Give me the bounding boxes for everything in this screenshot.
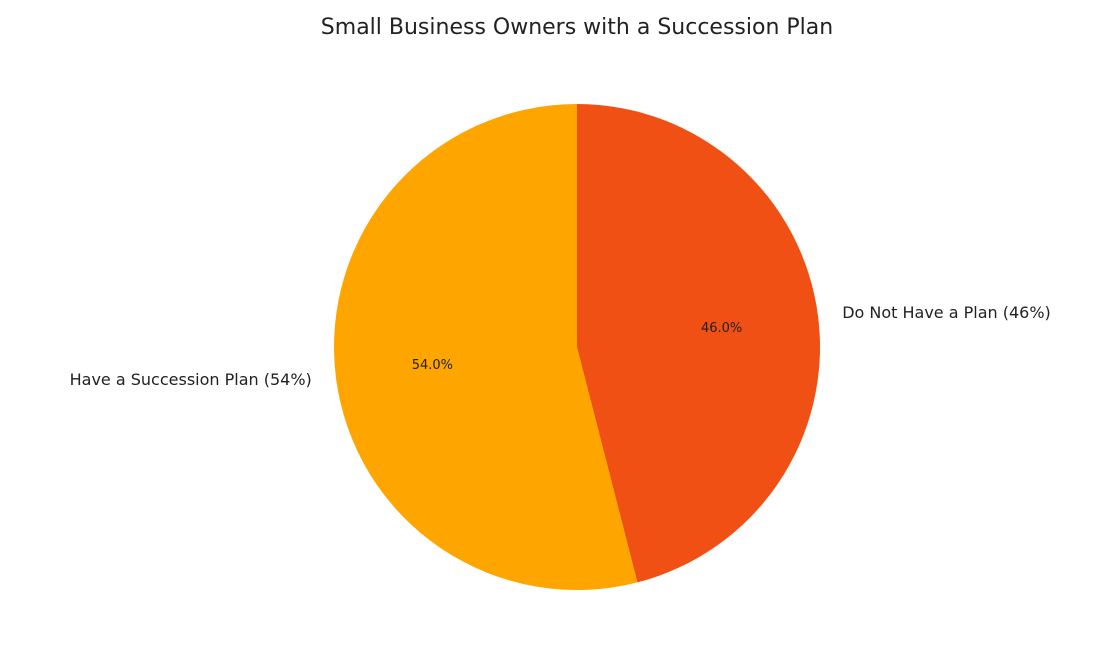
value-label: 46.0%: [701, 321, 742, 336]
pie-slice: [577, 104, 820, 583]
slice-label: Have a Succession Plan (54%): [70, 370, 312, 389]
slice-label: Do Not Have a Plan (46%): [842, 303, 1051, 322]
pie-slice: [333, 104, 638, 591]
value-label: 54.0%: [412, 358, 453, 373]
chart-title: Small Business Owners with a Succession …: [321, 15, 833, 40]
